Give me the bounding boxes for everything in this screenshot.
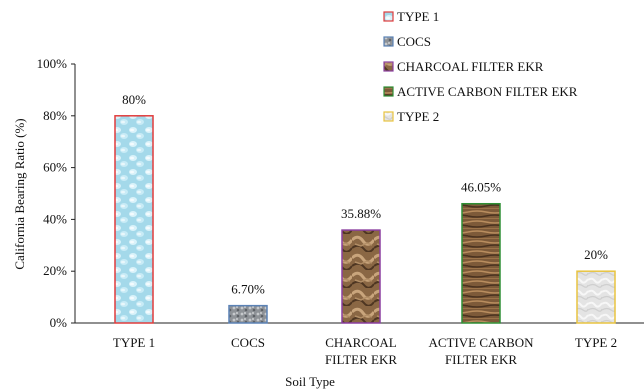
data-labels-group: 80% 6.70% 35.88% 46.05% 20%: [122, 92, 608, 297]
bars-group: [114, 115, 616, 324]
legend: TYPE 1 COCS CHARCOAL FILTER EKR ACTIVE CARB…: [383, 9, 578, 124]
x-tick-label-type-2: TYPE 2: [575, 335, 617, 350]
category-labels-group: TYPE 1 COCS CHARCOAL FILTER EKR ACTIVE CARBO…: [113, 335, 617, 367]
legend-label-cocs: COCS: [397, 34, 431, 49]
y-axis-ticks: 0% 20% 40% 60% 80% 100%: [37, 56, 75, 330]
bar-type-2: [576, 270, 616, 324]
data-label-type-1: 80%: [122, 92, 146, 107]
data-label-charcoal-filter-ekr: 35.88%: [341, 206, 381, 221]
x-axis-title: Soil Type: [285, 374, 335, 389]
data-label-type-2: 20%: [584, 247, 608, 262]
bar-cocs: [228, 304, 268, 324]
x-tick-label-charcoal-filter-ekr: CHARCOAL FILTER EKR: [325, 335, 397, 367]
bar-type-1: [114, 115, 154, 324]
bar-charcoal-filter-ekr: [341, 229, 381, 324]
y-tick-label: 20%: [43, 263, 67, 278]
y-tick-label: 0%: [50, 315, 68, 330]
legend-label-charcoal-filter-ekr: CHARCOAL FILTER EKR: [397, 59, 544, 74]
x-tick-label-active-carbon-filter-ekr: ACTIVE CARBON FILTER EKR: [428, 335, 534, 367]
legend-label-type-2: TYPE 2: [397, 109, 439, 124]
legend-swatch-cocs: [383, 36, 394, 47]
data-label-active-carbon-filter-ekr: 46.05%: [461, 180, 501, 195]
y-tick-label: 40%: [43, 211, 67, 226]
legend-swatch-charcoal-filter-ekr: [383, 61, 394, 72]
legend-label-active-carbon-filter-ekr: ACTIVE CARBON FILTER EKR: [397, 84, 578, 99]
x-tick-label-cocs: COCS: [231, 335, 265, 350]
legend-label-type-1: TYPE 1: [397, 9, 439, 24]
bar-active-carbon-filter-ekr: [461, 202, 501, 324]
legend-swatch-type-2: [383, 111, 394, 122]
y-axis-title: California Bearing Ratio (%): [12, 118, 27, 269]
x-tick-label-type-1: TYPE 1: [113, 335, 155, 350]
y-tick-label: 100%: [37, 56, 68, 71]
y-tick-label: 60%: [43, 160, 67, 175]
y-tick-label: 80%: [43, 108, 67, 123]
data-label-cocs: 6.70%: [231, 282, 265, 297]
legend-swatch-active-carbon-filter-ekr: [383, 86, 394, 97]
legend-swatch-type-1: [383, 11, 394, 22]
